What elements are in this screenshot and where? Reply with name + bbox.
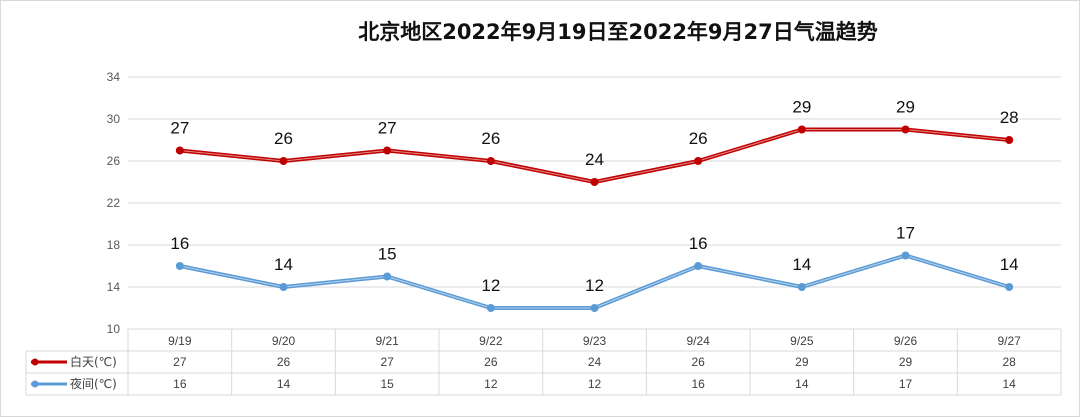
table-cell-value: 14 bbox=[795, 377, 809, 391]
table-cell-value: 17 bbox=[899, 377, 913, 391]
data-label: 14 bbox=[274, 255, 293, 274]
data-point bbox=[797, 283, 806, 291]
data-label: 12 bbox=[481, 276, 500, 295]
data-label: 12 bbox=[585, 276, 604, 295]
x-category-label: 9/21 bbox=[375, 334, 399, 348]
y-tick-label: 30 bbox=[107, 112, 121, 126]
legend-marker bbox=[31, 380, 39, 388]
x-category-label: 9/25 bbox=[790, 334, 814, 348]
x-category-label: 9/27 bbox=[997, 334, 1021, 348]
y-tick-label: 26 bbox=[107, 154, 121, 168]
series-layer: 27 26 27 26 24 26 29 29 28 16 14 15 12 12 16 14 17 14 bbox=[170, 98, 1019, 312]
data-point bbox=[590, 178, 599, 186]
data-point bbox=[175, 262, 184, 270]
data-label: 14 bbox=[792, 255, 811, 274]
table-cell-value: 16 bbox=[691, 377, 705, 391]
data-point bbox=[486, 157, 495, 165]
data-label: 28 bbox=[1000, 108, 1019, 127]
data-label: 15 bbox=[378, 245, 397, 264]
data-label: 16 bbox=[689, 234, 708, 253]
data-point bbox=[694, 262, 703, 270]
x-category-label: 9/20 bbox=[272, 334, 296, 348]
data-label: 24 bbox=[585, 150, 604, 169]
data-label: 26 bbox=[689, 129, 708, 148]
data-point bbox=[383, 272, 392, 281]
x-category-label: 9/23 bbox=[583, 334, 607, 348]
table-cell-value: 24 bbox=[588, 355, 602, 369]
x-category-label: 9/19 bbox=[168, 334, 192, 348]
data-label: 17 bbox=[896, 224, 915, 243]
data-point bbox=[694, 157, 703, 165]
table-cell-value: 15 bbox=[380, 377, 394, 391]
table-cell-value: 16 bbox=[173, 377, 187, 391]
data-label: 14 bbox=[1000, 255, 1019, 274]
table-cell-value: 12 bbox=[484, 377, 498, 391]
table-cell-value: 29 bbox=[899, 355, 913, 369]
data-point bbox=[1005, 283, 1014, 291]
table-cell-value: 28 bbox=[1002, 355, 1016, 369]
x-category-label: 9/22 bbox=[479, 334, 503, 348]
table-cell-value: 12 bbox=[588, 377, 602, 391]
data-point bbox=[1005, 136, 1014, 144]
legend-marker bbox=[31, 358, 39, 366]
table-cell-value: 14 bbox=[277, 377, 291, 391]
chart-title: 北京地区2022年9月19日至2022年9月27日气温趋势 bbox=[358, 20, 878, 44]
data-point bbox=[279, 283, 288, 291]
data-point bbox=[590, 304, 599, 312]
y-axis: 10 14 18 22 26 30 34 bbox=[107, 70, 121, 336]
data-label: 26 bbox=[274, 129, 293, 148]
data-point bbox=[279, 157, 288, 165]
table-cell-value: 26 bbox=[277, 355, 291, 369]
data-label: 27 bbox=[378, 119, 397, 138]
table-cell-value: 26 bbox=[484, 355, 498, 369]
table-cell-value: 29 bbox=[795, 355, 809, 369]
legend-label: 白天(℃) bbox=[70, 354, 117, 369]
x-category-label: 9/26 bbox=[894, 334, 918, 348]
y-tick-label: 22 bbox=[107, 196, 121, 210]
data-label: 26 bbox=[481, 129, 500, 148]
y-tick-label: 10 bbox=[107, 322, 121, 336]
data-label: 27 bbox=[170, 119, 189, 138]
table-cell-value: 27 bbox=[380, 355, 394, 369]
x-category-label: 9/24 bbox=[686, 334, 710, 348]
table-cell-value: 14 bbox=[1002, 377, 1016, 391]
table-cell-value: 27 bbox=[173, 355, 187, 369]
data-point bbox=[486, 304, 495, 312]
data-point bbox=[797, 125, 806, 134]
y-tick-label: 14 bbox=[107, 280, 121, 294]
data-point bbox=[175, 146, 184, 155]
data-label: 16 bbox=[170, 234, 189, 253]
legend-label: 夜间(℃) bbox=[70, 376, 117, 391]
data-label: 29 bbox=[792, 98, 811, 117]
data-table: 9/19 9/20 9/21 9/22 9/23 9/24 9/25 9/26 9/27 白天(℃… bbox=[25, 329, 1062, 396]
data-point bbox=[901, 251, 910, 260]
y-tick-label: 34 bbox=[107, 70, 121, 84]
data-point bbox=[901, 125, 910, 134]
y-tick-label: 18 bbox=[107, 238, 121, 252]
table-cell-value: 26 bbox=[691, 355, 705, 369]
data-point bbox=[383, 146, 392, 155]
data-label: 29 bbox=[896, 98, 915, 117]
